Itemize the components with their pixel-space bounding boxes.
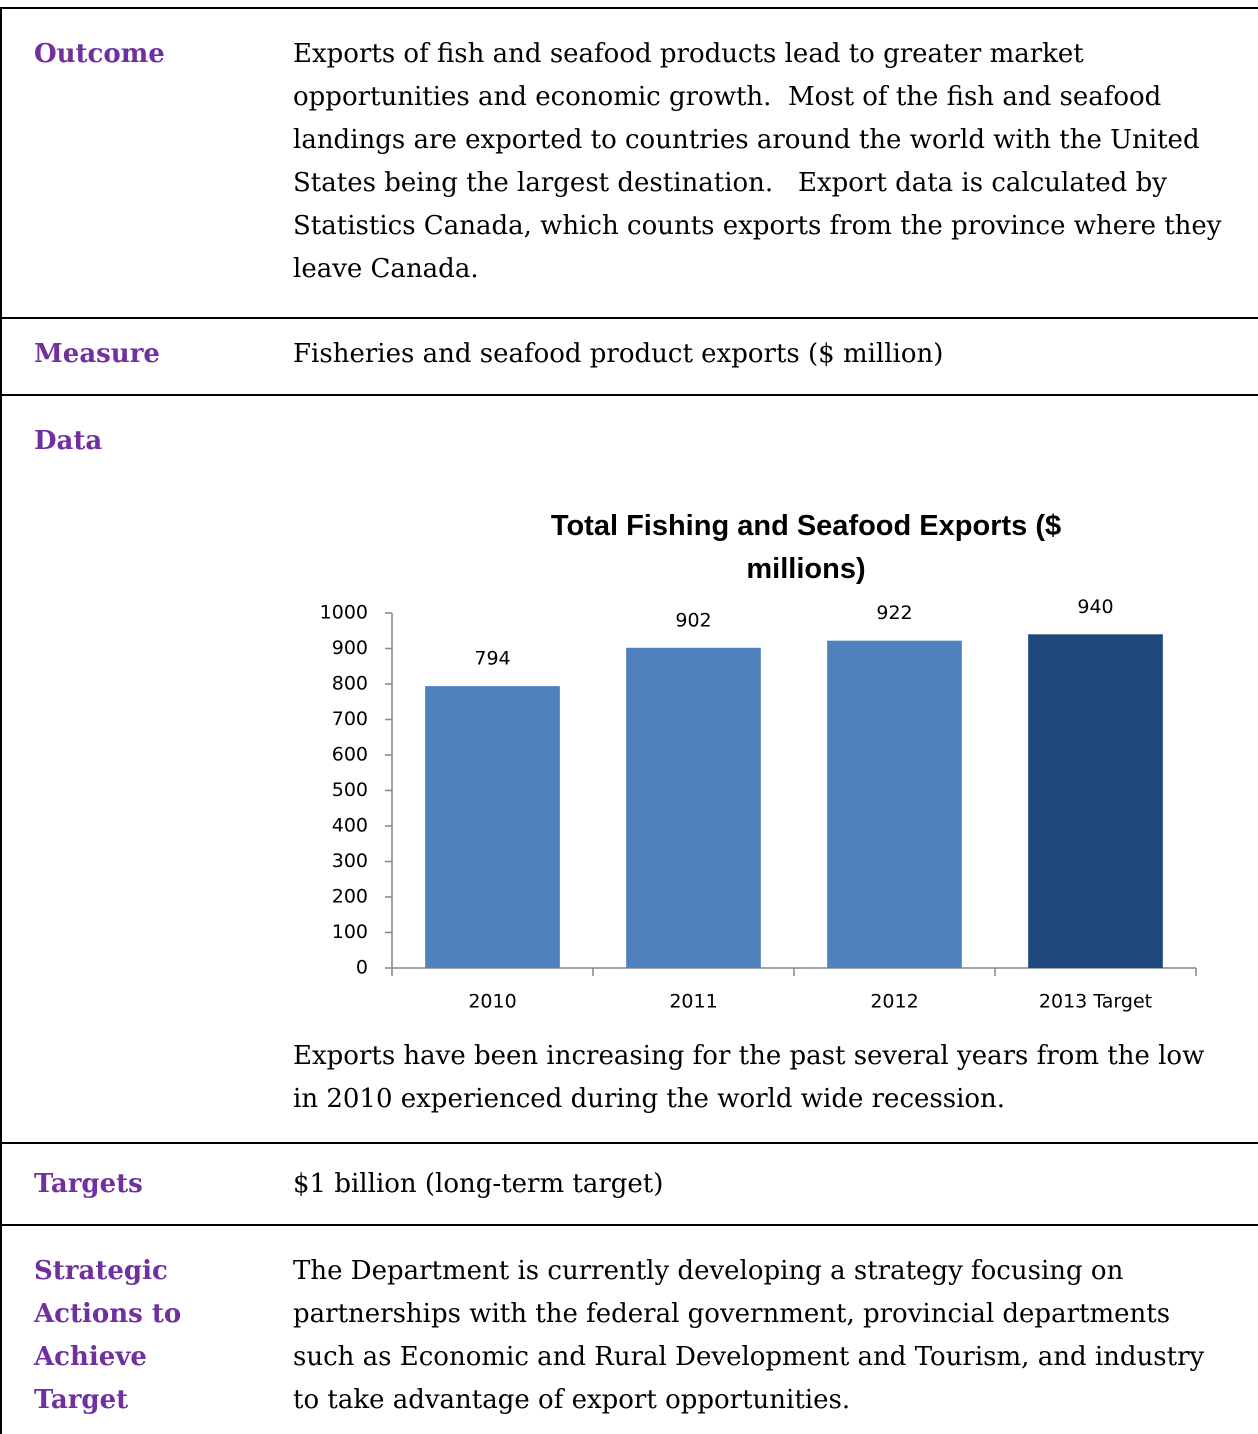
x-tick-label: 2011	[669, 991, 717, 1013]
y-tick-label: 200	[332, 886, 368, 908]
row-text: The Department is currently developing a…	[293, 1256, 1213, 1415]
row-text: Exports have been increasing for the pas…	[293, 1041, 1213, 1114]
y-tick-label: 400	[332, 815, 368, 837]
y-tick-label: 300	[332, 850, 368, 872]
bar	[626, 647, 761, 968]
row-label: Strategic Actions to Achieve Target	[34, 1256, 182, 1415]
rule	[0, 317, 1258, 319]
x-tick-label: 2013 Target	[1039, 991, 1152, 1013]
x-tick-label: 2010	[468, 991, 516, 1013]
y-tick-label: 0	[356, 957, 368, 979]
row-label: Targets	[34, 1169, 143, 1199]
data-label: 940	[1077, 596, 1113, 618]
row-text: Exports of fish and seafood products lea…	[293, 39, 1230, 284]
rule	[0, 1224, 1258, 1226]
data-label: 902	[675, 609, 711, 631]
bar	[1028, 634, 1163, 968]
row-text: $1 billion (long-term target)	[293, 1169, 664, 1199]
rule	[0, 1142, 1258, 1144]
chart-title: Total Fishing and Seafood Exports ($ mil…	[550, 510, 1062, 585]
y-tick-label: 100	[332, 921, 368, 943]
left-border	[0, 7, 2, 1434]
y-tick-label: 600	[332, 744, 368, 766]
rule	[0, 394, 1258, 396]
y-tick-label: 1000	[320, 602, 368, 624]
row-text: Fisheries and seafood product exports ($…	[293, 339, 944, 369]
bar	[827, 640, 962, 968]
y-tick-label: 900	[332, 637, 368, 659]
row-label: Data	[34, 426, 103, 456]
y-tick-label: 500	[332, 779, 368, 801]
row-label: Outcome	[34, 39, 165, 69]
y-tick-label: 800	[332, 673, 368, 695]
bar	[425, 686, 560, 968]
y-tick-label: 700	[332, 708, 368, 730]
data-label: 794	[474, 648, 510, 670]
row-label: Measure	[34, 339, 160, 369]
x-tick-label: 2012	[870, 991, 918, 1013]
rule	[0, 7, 1258, 9]
data-label: 922	[876, 602, 912, 624]
